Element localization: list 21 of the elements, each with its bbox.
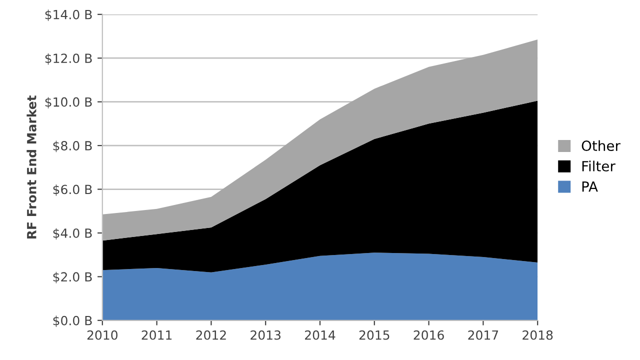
x-tick-label: 2013 <box>250 330 281 340</box>
y-tick-label: $6.0 B <box>53 184 92 196</box>
x-tick-label: 2014 <box>305 330 336 340</box>
x-tick-label: 2012 <box>196 330 226 340</box>
legend-label: PA <box>582 181 598 192</box>
y-tick-label: $0.0 B <box>53 316 92 327</box>
x-tick-label: 2016 <box>414 330 444 340</box>
x-tick-label: 2015 <box>359 330 390 340</box>
x-tick-label: 2018 <box>522 330 553 340</box>
y-tick-label: $14.0 B <box>45 10 92 21</box>
x-tick-label: 2011 <box>142 330 172 340</box>
y-axis-title: RF Front End Market <box>26 95 36 238</box>
legend-label: Filter <box>582 160 616 172</box>
x-tick-label: 2010 <box>87 330 118 340</box>
y-tick-label: $2.0 B <box>53 272 92 284</box>
y-tick-label: $8.0 B <box>53 140 92 152</box>
x-tick-label: 2017 <box>468 330 498 340</box>
y-tick-label: $10.0 B <box>45 97 92 108</box>
legend-label: Other <box>582 140 620 152</box>
y-tick-label: $12.0 B <box>45 53 92 65</box>
y-tick-label: $4.0 B <box>53 228 92 240</box>
